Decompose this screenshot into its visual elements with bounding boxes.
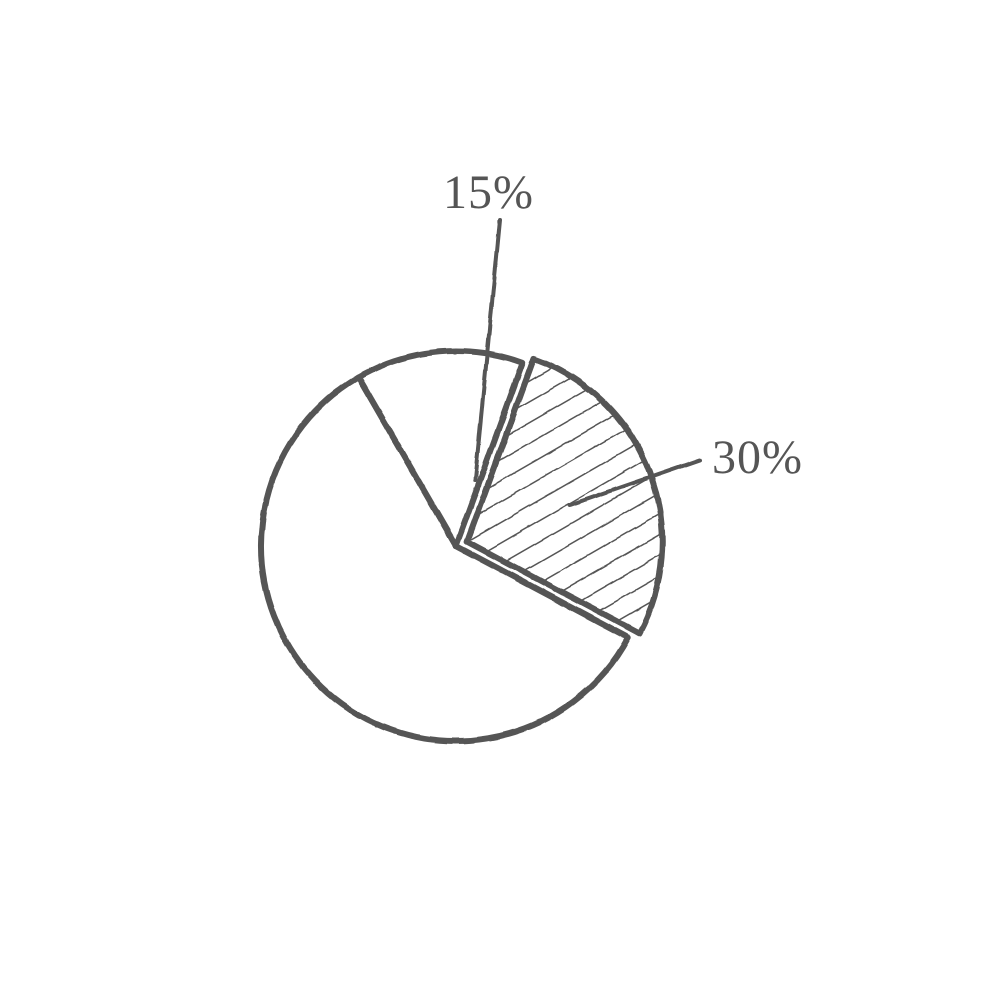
slice-label-30: 30% xyxy=(712,430,803,485)
pie-chart-svg xyxy=(0,0,1000,999)
pie-chart-canvas: 15% 30% xyxy=(0,0,1000,999)
slice-label-15: 15% xyxy=(443,165,534,220)
